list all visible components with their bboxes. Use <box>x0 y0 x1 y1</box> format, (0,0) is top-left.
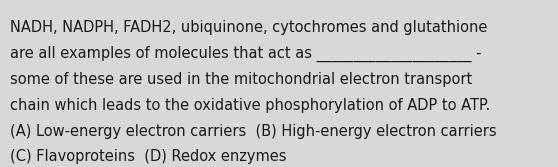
Text: chain which leads to the oxidative phosphorylation of ADP to ATP.: chain which leads to the oxidative phosp… <box>10 98 490 113</box>
Text: NADH, NADPH, FADH2, ubiquinone, cytochromes and glutathione: NADH, NADPH, FADH2, ubiquinone, cytochro… <box>10 20 488 35</box>
Text: (A) Low-energy electron carriers  (B) High-energy electron carriers: (A) Low-energy electron carriers (B) Hig… <box>10 124 497 139</box>
Text: some of these are used in the mitochondrial electron transport: some of these are used in the mitochondr… <box>10 72 472 87</box>
Text: (C) Flavoproteins  (D) Redox enzymes: (C) Flavoproteins (D) Redox enzymes <box>10 149 287 164</box>
Text: are all examples of molecules that act as _____________________ -: are all examples of molecules that act a… <box>10 46 482 62</box>
